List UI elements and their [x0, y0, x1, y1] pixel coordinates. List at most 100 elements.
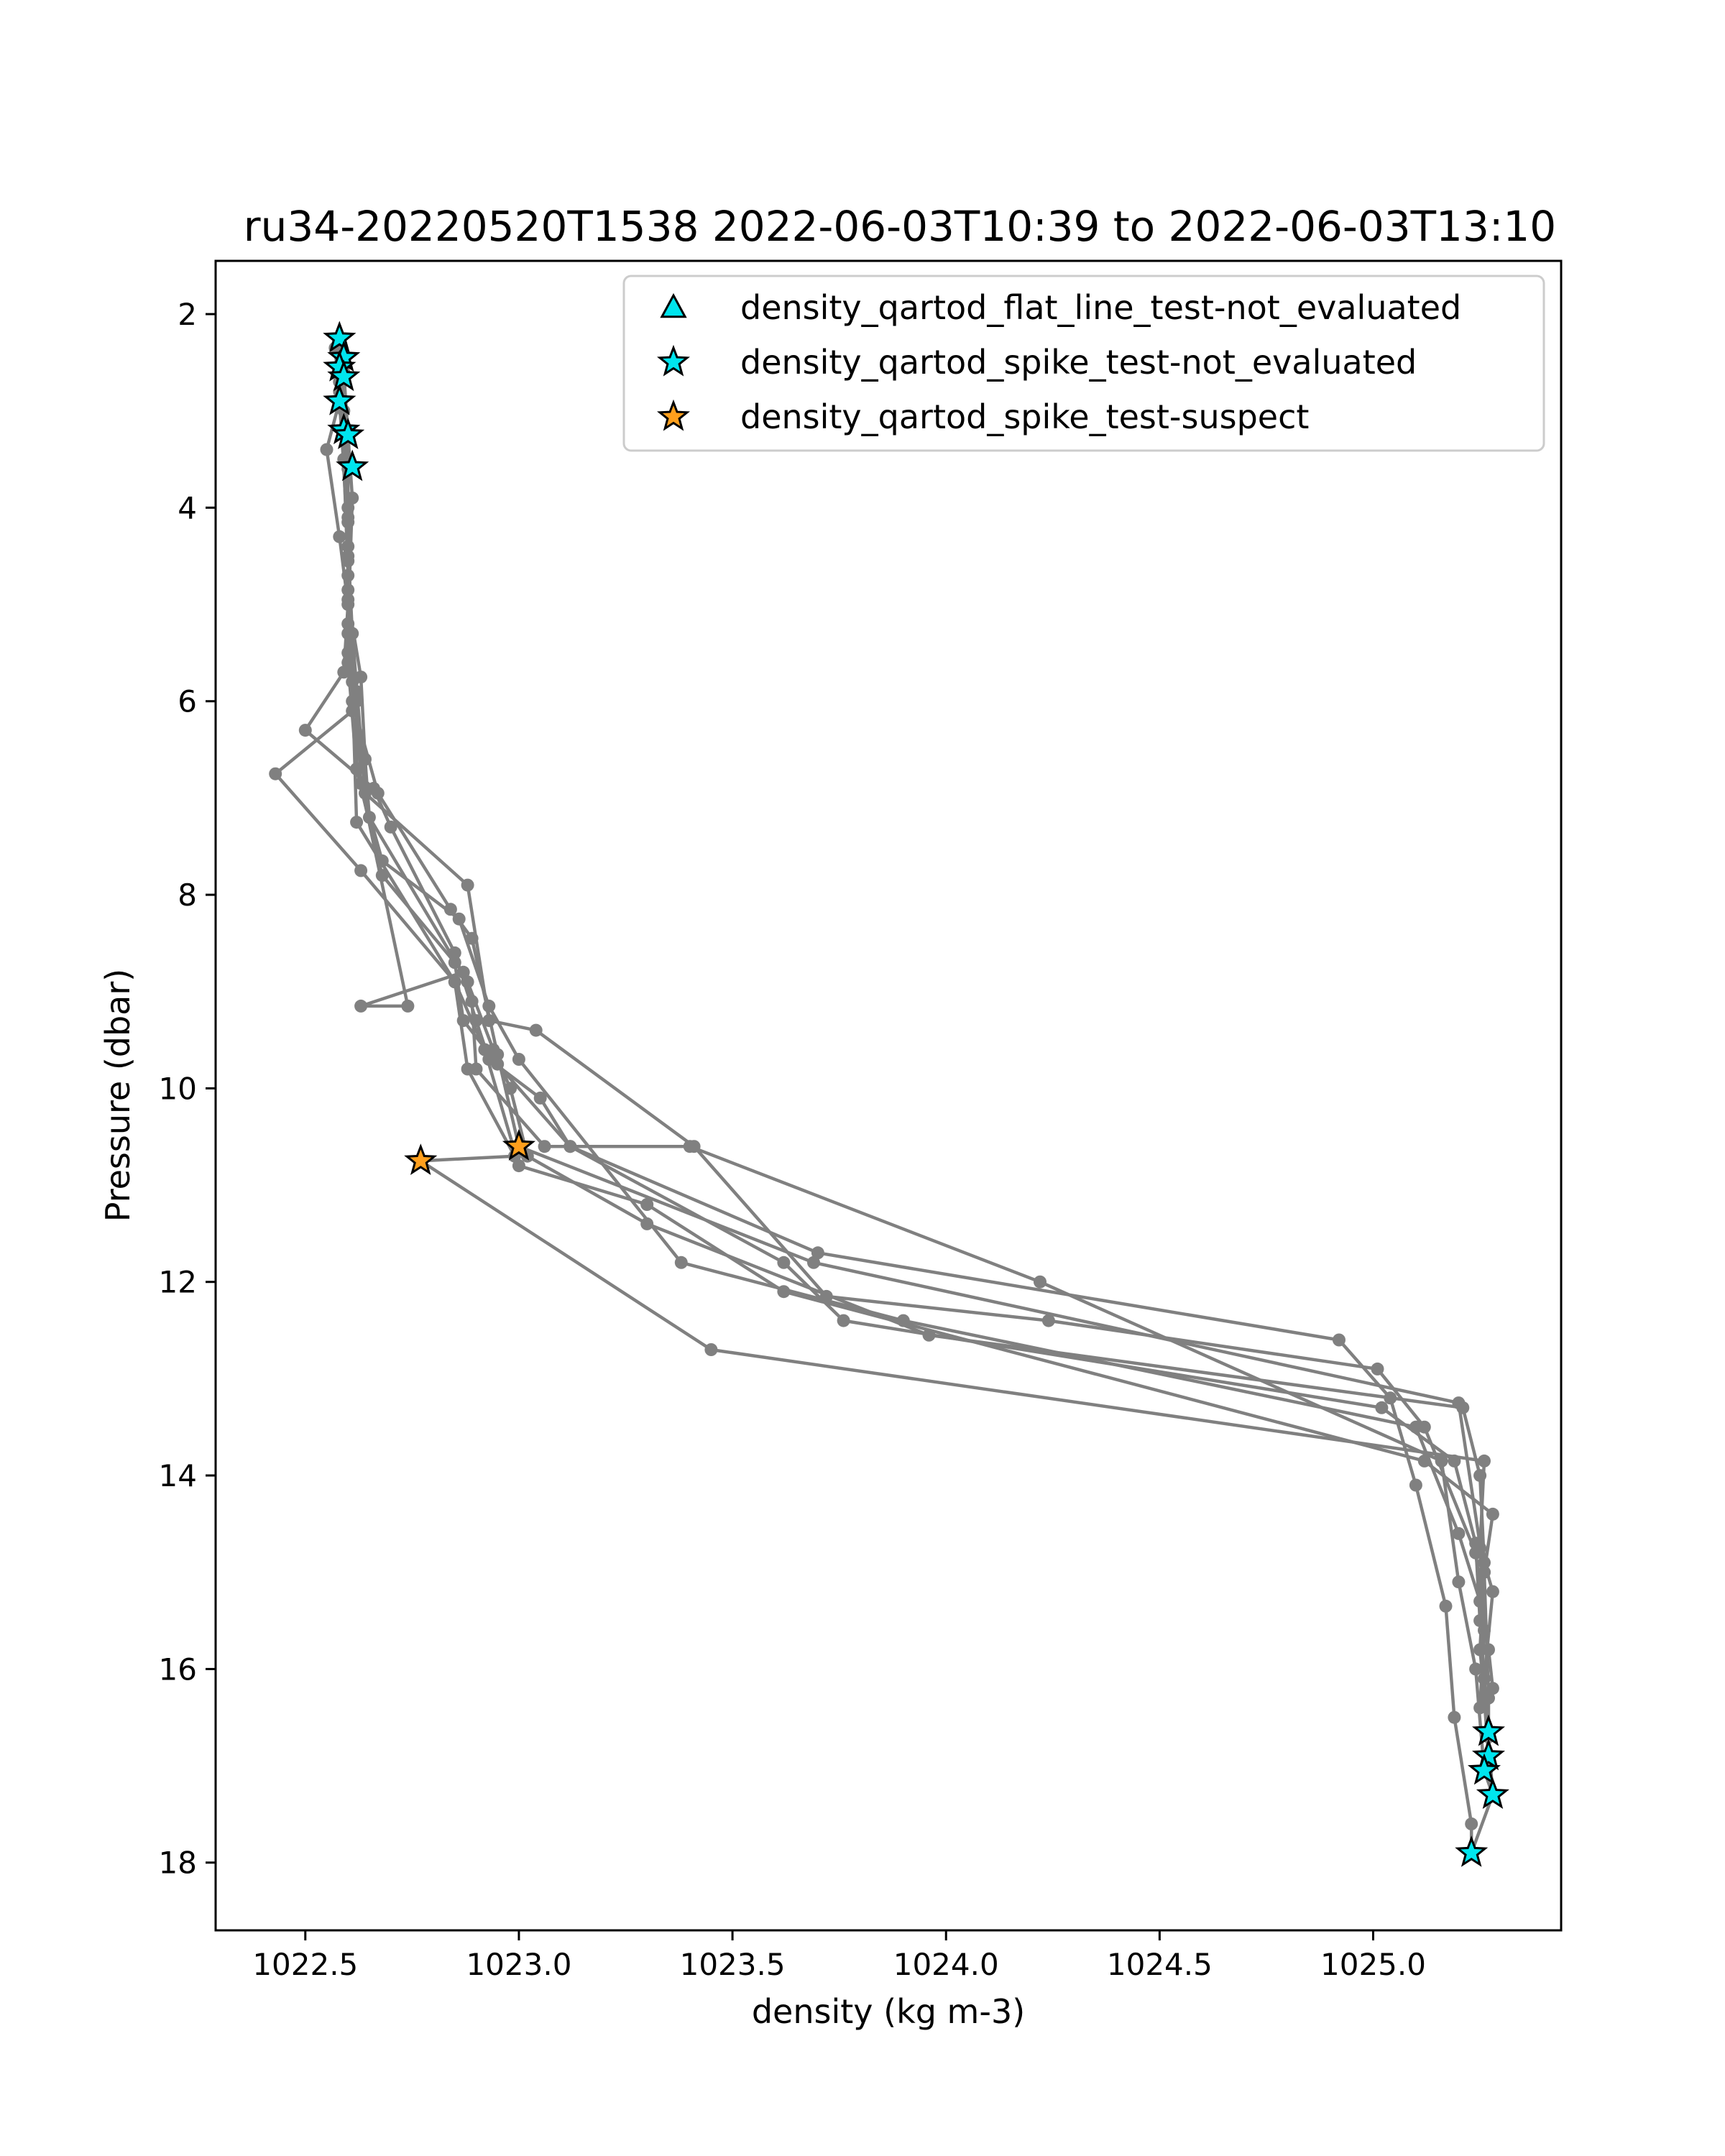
legend-label: density_qartod_spike_test-suspect [740, 397, 1309, 436]
data-point [1478, 1623, 1491, 1637]
spike-not-evaluated-marker [1476, 1777, 1509, 1809]
data-point [448, 975, 461, 989]
x-tick-label: 1024.0 [893, 1947, 999, 1982]
data-point [807, 1256, 820, 1269]
profile-line [338, 367, 1486, 1708]
spike-not-evaluated-marker [1467, 1753, 1501, 1785]
y-tick-label: 6 [178, 684, 197, 719]
data-point [674, 1256, 688, 1269]
data-point [346, 491, 359, 505]
data-point [538, 1140, 551, 1153]
data-point [640, 1198, 654, 1211]
profile-series [337, 365, 1495, 1738]
data-point [1448, 1710, 1461, 1724]
profile-line [334, 348, 1473, 1853]
data-point [1469, 1662, 1483, 1676]
data-point [1375, 1401, 1389, 1414]
legend-entry: density_qartod_spike_test-suspect [656, 397, 1309, 436]
data-point [777, 1256, 791, 1269]
spike-not-evaluated-marker [1471, 1714, 1506, 1746]
spike-suspect-marker [404, 1143, 438, 1176]
spike-not-evaluated-marker [1471, 1738, 1506, 1771]
y-tick-label: 18 [159, 1846, 197, 1881]
data-point [1333, 1333, 1346, 1347]
data-point [687, 1140, 701, 1153]
data-point [491, 1057, 505, 1071]
triangle-marker-icon [660, 292, 687, 318]
spike-not-evaluated-marker [327, 359, 361, 392]
data-point [1486, 1682, 1499, 1695]
data-point [1486, 1585, 1499, 1598]
data-point [1384, 1391, 1397, 1405]
spike-not-evaluated-marker [323, 321, 356, 353]
data-point [371, 786, 385, 800]
data-point [922, 1328, 936, 1342]
data-point [354, 999, 368, 1013]
data-point [512, 1159, 525, 1173]
data-point [1409, 1478, 1422, 1492]
legend: density_qartod_flat_line_test-not_evalua… [622, 275, 1545, 452]
data-point [1482, 1643, 1495, 1657]
data-point [512, 1053, 525, 1066]
data-point [298, 724, 312, 737]
data-point [359, 786, 372, 800]
spike-not-evaluated-markers [323, 321, 1509, 1867]
data-point [1417, 1420, 1431, 1434]
data-point [482, 1014, 496, 1028]
data-point [1452, 1526, 1466, 1540]
y-tick-label: 4 [178, 490, 197, 525]
x-tick-label: 1022.5 [252, 1947, 358, 1982]
data-point [269, 767, 282, 780]
data-point [1439, 1599, 1453, 1613]
legend-label: density_qartod_spike_test-not_evaluated [740, 343, 1417, 382]
data-point [443, 903, 457, 916]
star-marker-icon [656, 399, 691, 431]
profile-series [298, 331, 1499, 1860]
spike-not-evaluated-marker [336, 449, 369, 482]
chart-title: ru34-20220520T1538 2022-06-03T10:39 to 2… [244, 202, 1556, 251]
data-point [384, 820, 397, 834]
data-point [350, 816, 364, 829]
data-point [533, 1091, 547, 1105]
y-tick-label: 16 [159, 1651, 197, 1687]
data-point [320, 443, 334, 456]
data-point [333, 530, 346, 543]
y-tick-label: 8 [178, 877, 197, 913]
data-point [341, 510, 355, 524]
profile-series [333, 375, 1495, 1763]
data-point [1371, 1362, 1384, 1376]
y-tick-label: 14 [159, 1458, 197, 1493]
x-tick-label: 1023.5 [680, 1947, 786, 1982]
spike-not-evaluated-marker [323, 384, 356, 415]
legend-entry: density_qartod_flat_line_test-not_evalua… [660, 288, 1461, 327]
plot-area [269, 321, 1509, 1867]
data-point [811, 1246, 824, 1260]
data-point [1482, 1691, 1495, 1705]
x-tick-label: 1023.0 [466, 1947, 571, 1982]
x-tick-label: 1025.0 [1320, 1947, 1426, 1982]
data-point [704, 1343, 718, 1356]
data-point [1034, 1275, 1046, 1289]
legend-label: density_qartod_flat_line_test-not_evalua… [740, 288, 1461, 327]
data-point [401, 999, 415, 1013]
data-point [448, 956, 461, 969]
profile-series [269, 356, 1499, 1743]
data-point [640, 1217, 654, 1230]
x-tick-label: 1024.5 [1107, 1947, 1213, 1982]
data-point [461, 1062, 474, 1076]
data-point [461, 975, 474, 989]
data-point [1478, 1454, 1491, 1468]
data-point [819, 1289, 833, 1303]
spike-suspect-marker [502, 1128, 536, 1161]
data-point [354, 864, 368, 877]
profile-line [273, 362, 1495, 1737]
data-point [837, 1314, 850, 1327]
profile-line [346, 435, 1495, 1795]
data-point [564, 1140, 577, 1153]
data-point [1452, 1396, 1466, 1410]
data-point [1041, 1314, 1055, 1327]
spike-suspect-markers [404, 1128, 536, 1176]
legend-frame [622, 275, 1545, 452]
data-point [461, 878, 474, 892]
data-point [1452, 1575, 1466, 1589]
